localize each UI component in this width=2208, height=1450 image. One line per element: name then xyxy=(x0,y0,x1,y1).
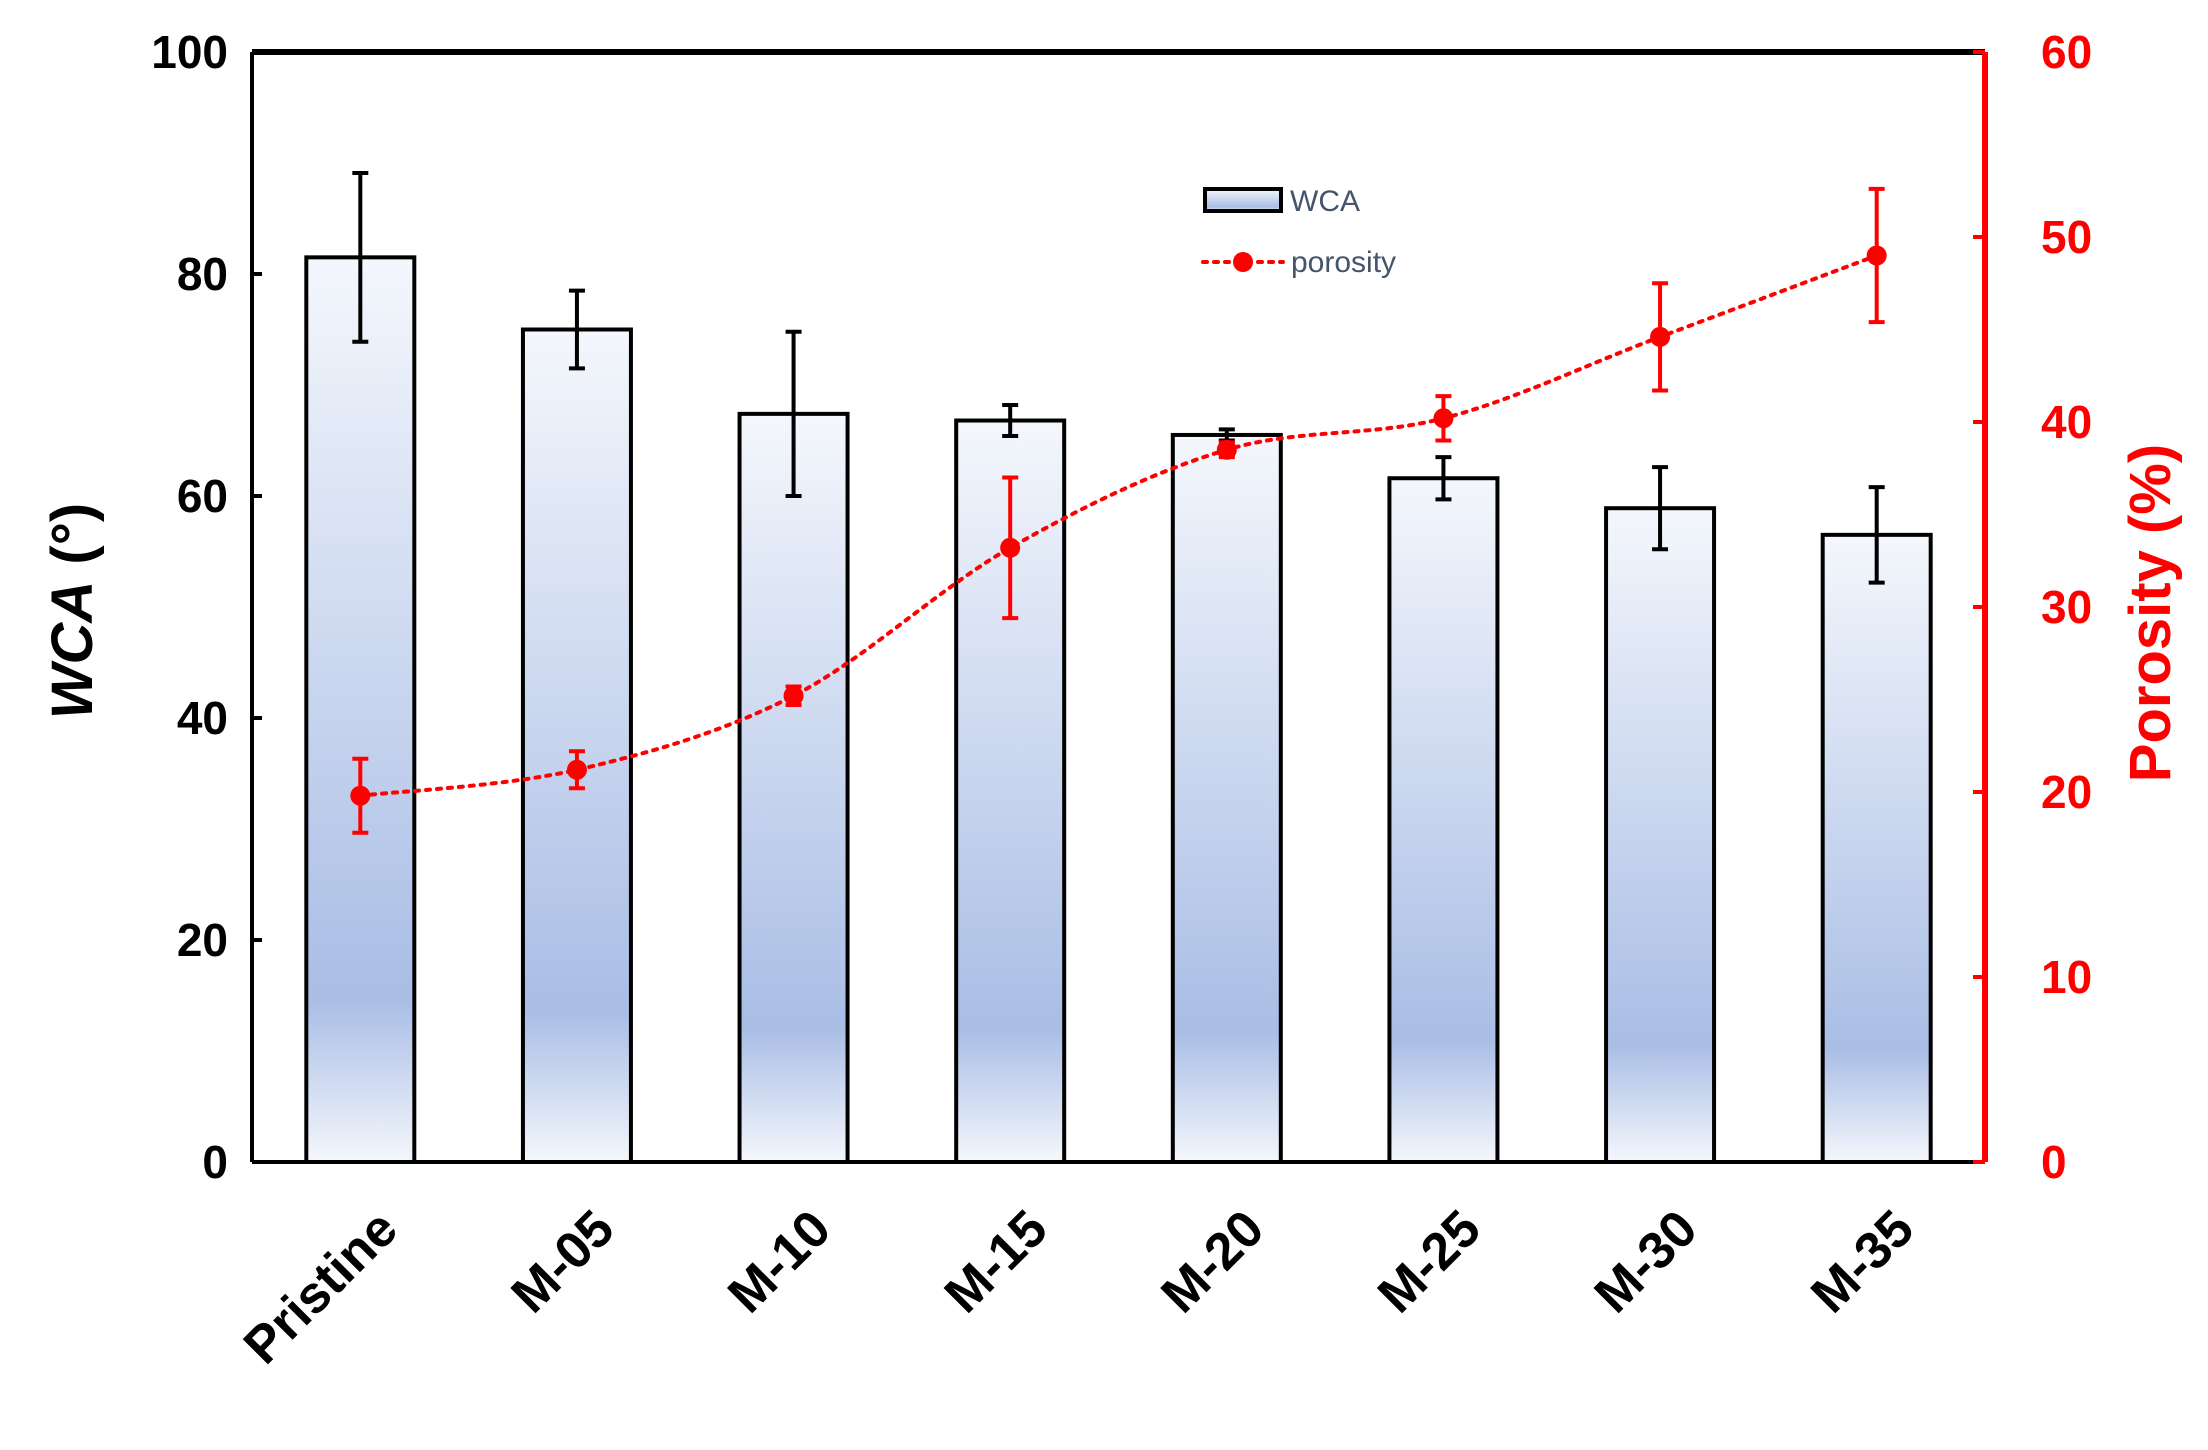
legend-wca-swatch xyxy=(1203,187,1283,213)
legend-wca-label: WCA xyxy=(1290,185,1360,218)
bar-wca-m-30 xyxy=(1604,506,1717,1164)
y-right-tick-label: 0 xyxy=(2041,1136,2067,1188)
bar-wca-m-20 xyxy=(1170,432,1283,1164)
porosity-point-m-20 xyxy=(1216,439,1237,460)
axes-layer xyxy=(250,49,1988,1164)
x-tick-label: Pristine xyxy=(233,1199,409,1375)
bar-wca-m-05 xyxy=(520,327,633,1164)
porosity-layer xyxy=(350,186,1887,835)
x-tick-label: M-30 xyxy=(1584,1199,1709,1324)
y-right-tick-label: 30 xyxy=(2041,581,2092,633)
y-right-tick-label: 20 xyxy=(2041,766,2092,818)
legend-porosity-marker xyxy=(1233,252,1253,272)
y-right-axis-title: Porosity (%) xyxy=(2118,444,2183,782)
x-tick-label: M-25 xyxy=(1367,1199,1492,1324)
bar-wca-m-25 xyxy=(1387,476,1500,1164)
y-right-tick-label: 60 xyxy=(2041,26,2092,78)
x-tick-label: M-15 xyxy=(934,1199,1059,1324)
y-right-tick-label: 40 xyxy=(2041,396,2092,448)
y-left-tick-label: 20 xyxy=(177,914,228,966)
bar-wca-m-35 xyxy=(1820,532,1933,1164)
porosity-point-m-10 xyxy=(783,685,804,706)
y-left-tick-label: 40 xyxy=(177,692,228,744)
y-left-axis-title: WCA (°) xyxy=(40,503,105,719)
porosity-point-pristine xyxy=(350,785,371,806)
legend: WCA porosity xyxy=(1201,185,1396,279)
bar-wca-pristine xyxy=(304,255,417,1165)
porosity-point-m-15 xyxy=(1000,537,1021,558)
legend-porosity-label: porosity xyxy=(1291,246,1396,279)
y-left-tick-label: 60 xyxy=(177,470,228,522)
bar-error-bars xyxy=(352,170,1885,585)
x-tick-label: M-20 xyxy=(1151,1199,1276,1324)
x-tick-label: M-10 xyxy=(717,1199,842,1324)
porosity-point-m-30 xyxy=(1650,326,1671,347)
porosity-point-m-35 xyxy=(1866,245,1887,266)
y-right-tick-label: 10 xyxy=(2041,951,2092,1003)
bars-layer xyxy=(304,255,1933,1165)
y-left-axis-title-italic: WCA xyxy=(40,581,105,720)
y-right-tick-label: 50 xyxy=(2041,211,2092,263)
x-tick-label: M-05 xyxy=(501,1199,626,1324)
porosity-line xyxy=(358,253,1879,798)
y-left-tick-label: 80 xyxy=(177,248,228,300)
x-tick-label: M-35 xyxy=(1800,1199,1925,1324)
bar-wca-m-10 xyxy=(737,411,850,1164)
porosity-point-m-25 xyxy=(1433,408,1454,429)
y-left-tick-label: 0 xyxy=(202,1136,228,1188)
y-left-axis-title-unit: (°) xyxy=(40,503,105,581)
y-left-tick-label: 100 xyxy=(151,26,228,78)
porosity-point-m-05 xyxy=(566,759,587,780)
